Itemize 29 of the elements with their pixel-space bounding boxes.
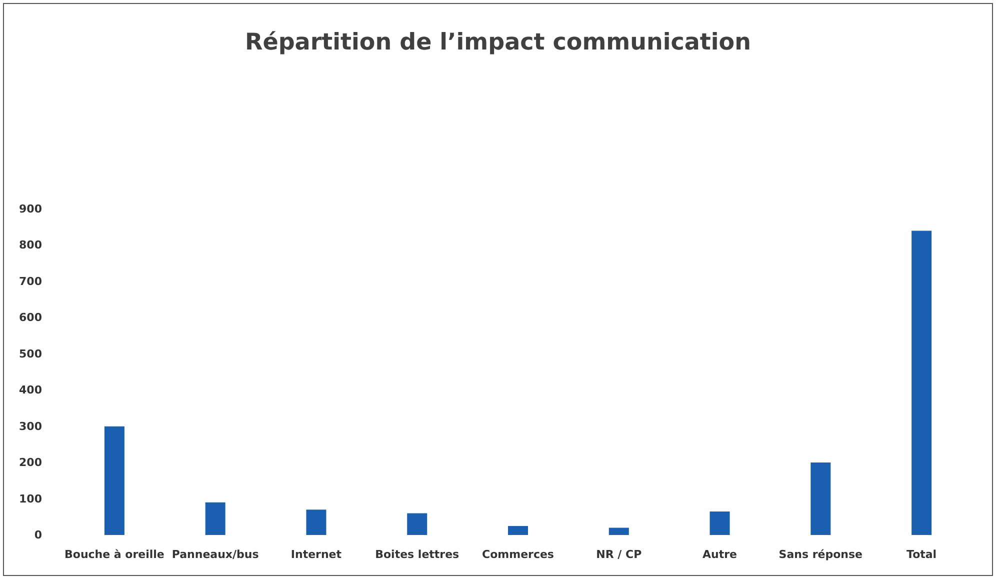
x-tick-label: Internet (290, 548, 342, 561)
x-tick-label: Autre (702, 548, 738, 561)
y-tick-label: 900 (19, 202, 42, 216)
x-tick-label: Boites lettres (375, 548, 460, 561)
x-tick-label: NR / CP (596, 548, 642, 561)
chart-title: Répartition de l’impact communication (245, 30, 751, 56)
bar (407, 513, 428, 535)
x-tick-label: Sans réponse (778, 548, 863, 561)
y-tick-label: 500 (19, 347, 42, 360)
y-tick-label: 200 (19, 456, 42, 470)
x-tick-label: Bouche à oreille (64, 548, 164, 561)
bar (810, 462, 831, 535)
y-tick-label: 800 (19, 238, 42, 252)
x-tick-label: Commerces (482, 548, 554, 561)
y-tick-label: 0 (34, 528, 42, 542)
bar (306, 510, 326, 535)
y-tick-label: 400 (19, 384, 42, 397)
bar (205, 502, 226, 535)
x-tick-label: Panneaux/bus (172, 548, 260, 561)
bar (710, 511, 730, 535)
y-tick-label: 100 (19, 492, 42, 506)
x-tick-label: Total (906, 548, 937, 561)
bar (608, 528, 629, 535)
y-tick-label: 300 (19, 420, 42, 433)
y-tick-label: 700 (19, 274, 42, 288)
bar (508, 526, 528, 535)
bar (912, 230, 932, 535)
y-tick-label: 600 (19, 311, 42, 324)
bar (104, 426, 124, 535)
